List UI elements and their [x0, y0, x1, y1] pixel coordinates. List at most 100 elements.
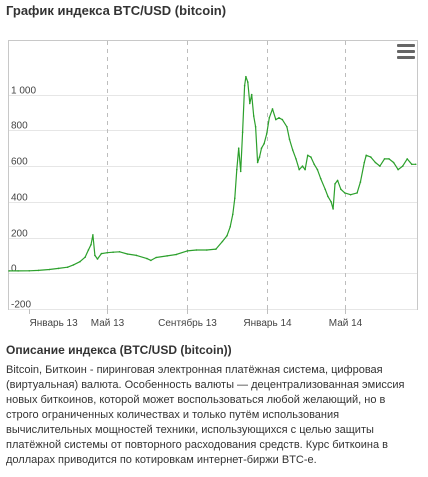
- description-title: Описание индекса (BTC/USD (bitcoin)): [6, 343, 232, 357]
- data-point: [66, 266, 69, 268]
- data-point: [397, 168, 399, 171]
- data-point: [118, 251, 121, 253]
- y-tick-label: 0: [11, 264, 17, 275]
- data-point: [229, 226, 231, 228]
- data-point: [254, 126, 257, 128]
- data-point: [316, 168, 319, 171]
- data-point: [112, 251, 114, 253]
- grid-layer: [9, 41, 417, 310]
- data-point: [250, 93, 253, 96]
- data-point: [236, 168, 238, 171]
- data-point: [301, 165, 304, 167]
- data-point: [359, 181, 362, 183]
- data-point: [406, 158, 409, 160]
- btc-usd-line-chart: -200 0 200 400 600 800 1 000 Январь 13 Май 13 Сен…: [8, 40, 418, 330]
- data-point: [17, 270, 19, 272]
- data-point: [90, 243, 92, 246]
- data-point: [195, 249, 198, 251]
- data-point: [310, 156, 312, 158]
- data-point: [275, 118, 277, 121]
- data-point: [306, 154, 309, 157]
- data-point: [237, 147, 240, 149]
- data-point: [258, 156, 261, 158]
- data-point: [379, 165, 381, 167]
- plot-border: [8, 40, 418, 310]
- data-point: [265, 133, 268, 135]
- data-point: [87, 249, 90, 251]
- data-point: [295, 158, 297, 160]
- data-point: [344, 192, 346, 194]
- data-point: [206, 249, 208, 251]
- data-point: [340, 188, 342, 191]
- y-tick-label: 400: [11, 193, 28, 204]
- data-point: [334, 183, 336, 185]
- data-point: [243, 84, 246, 87]
- data-point: [365, 154, 368, 157]
- data-point: [263, 142, 265, 145]
- data-point: [411, 163, 413, 166]
- y-tick-label: 200: [11, 229, 28, 240]
- x-tick-label: Май 13: [91, 318, 125, 329]
- y-tick-label: -200: [11, 300, 31, 311]
- data-point: [37, 269, 40, 272]
- data-point: [245, 75, 247, 78]
- data-point: [392, 161, 395, 164]
- data-point: [166, 255, 168, 257]
- data-point: [8, 270, 10, 272]
- data-point: [330, 201, 332, 203]
- data-point: [96, 258, 99, 260]
- data-point: [135, 254, 138, 257]
- data-point: [155, 256, 157, 259]
- data-point: [356, 192, 358, 194]
- data-point: [92, 234, 94, 236]
- data-point: [268, 117, 271, 119]
- data-point: [234, 197, 236, 199]
- data-point: [288, 138, 291, 141]
- data-point: [256, 161, 259, 164]
- data-point: [215, 248, 217, 250]
- y-tick-label: 1 000: [11, 86, 36, 97]
- series-line: [9, 76, 416, 272]
- data-point: [401, 165, 404, 167]
- data-point: [72, 264, 75, 266]
- data-point: [414, 163, 417, 166]
- data-point: [383, 158, 386, 160]
- data-point: [319, 177, 322, 180]
- page-title: График индекса BTC/USD (bitcoin): [6, 3, 227, 18]
- tick-layer: -200 0 200 400 600 800 1 000 Январь 13 Май 13 Сен…: [11, 86, 363, 330]
- data-point: [291, 149, 294, 151]
- data-point: [221, 240, 224, 243]
- data-point: [304, 168, 306, 171]
- data-point: [232, 213, 234, 216]
- data-point: [324, 188, 327, 191]
- data-point: [175, 253, 177, 256]
- data-point: [327, 195, 329, 198]
- data-point: [286, 126, 288, 128]
- data-point: [336, 179, 339, 182]
- data-point: [100, 252, 103, 255]
- data-point: [363, 161, 366, 164]
- data-point: [57, 267, 60, 270]
- hamburger-menu-icon[interactable]: [397, 44, 415, 60]
- data-point: [186, 250, 189, 252]
- data-point: [298, 168, 301, 171]
- x-tick-label: Январь 13: [30, 318, 79, 329]
- data-point: [84, 256, 86, 258]
- data-point: [150, 259, 152, 262]
- data-point: [126, 253, 129, 255]
- data-point: [48, 268, 51, 271]
- y-tick-label: 800: [11, 121, 28, 132]
- data-point: [271, 108, 274, 110]
- data-point: [374, 161, 377, 164]
- data-point: [260, 147, 263, 149]
- y-tick-label: 600: [11, 157, 28, 168]
- data-point: [79, 260, 81, 263]
- data-point: [239, 170, 242, 173]
- data-point: [278, 117, 280, 119]
- x-tick-label: Май 14: [329, 318, 363, 329]
- data-point: [241, 131, 244, 133]
- x-tick-label: Сентябрь 13: [158, 317, 217, 329]
- data-point: [281, 118, 284, 121]
- data-point: [28, 270, 31, 272]
- data-point: [249, 102, 251, 105]
